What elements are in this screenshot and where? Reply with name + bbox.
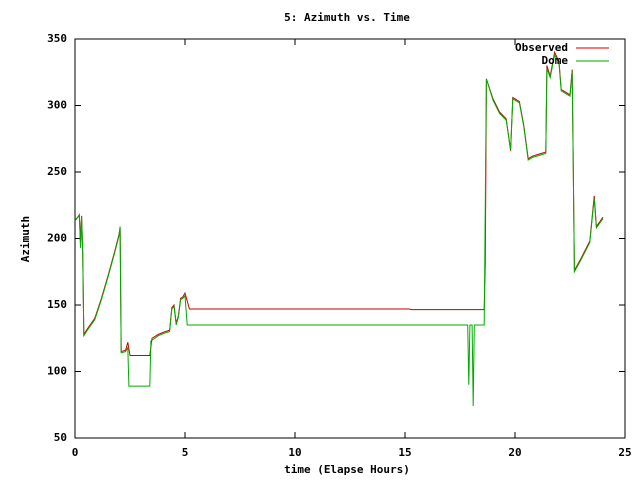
x-tick-label: 10 <box>288 446 301 459</box>
y-tick-label: 50 <box>54 431 67 444</box>
y-tick-label: 200 <box>47 232 67 245</box>
x-tick-label: 20 <box>508 446 521 459</box>
x-tick-label: 25 <box>618 446 631 459</box>
y-axis-label: Azimuth <box>19 216 32 262</box>
x-tick-label: 0 <box>72 446 79 459</box>
plot-frame <box>74 38 626 439</box>
y-tick-label: 100 <box>47 365 67 378</box>
series-line <box>74 50 604 357</box>
y-tick-label: 250 <box>47 165 67 178</box>
x-tick-label: 5 <box>182 446 189 459</box>
y-tick-label: 150 <box>47 298 67 311</box>
y-tick-label: 350 <box>47 32 67 45</box>
x-tick-label: 15 <box>398 446 411 459</box>
legend-label: Observed <box>515 41 568 54</box>
y-tick-label: 300 <box>47 99 67 112</box>
chart-title: 5: Azimuth vs. Time <box>284 11 410 24</box>
series-line <box>74 53 604 407</box>
x-axis-label: time (Elapse Hours) <box>284 463 410 476</box>
legend-label: Dome <box>542 54 569 67</box>
